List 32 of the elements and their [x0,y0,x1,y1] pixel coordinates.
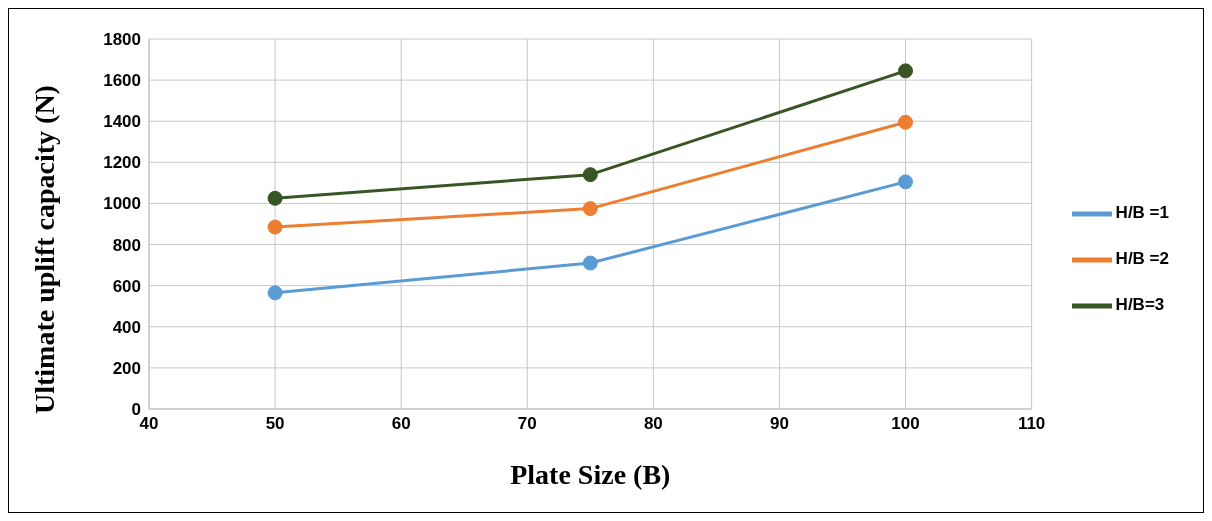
point [267,219,283,235]
point [267,285,283,301]
x-tick-label: 60 [391,414,411,434]
x-tick-label: 40 [139,414,159,434]
x-tick-label: 90 [769,414,789,434]
x-axis-title: Plate Size (B) [510,459,671,490]
point [898,114,914,130]
y-tick-label: 400 [112,317,141,337]
y-tick-label: 800 [112,235,141,255]
y-tick-label: 0 [131,400,141,420]
point [898,63,914,79]
y-tick-label: 1400 [103,112,141,132]
legend-label: H/B =2 [1115,249,1169,268]
legend-label: H/B=3 [1115,295,1165,314]
point [898,174,914,190]
point [582,201,598,217]
y-tick-label: 1000 [103,194,141,214]
x-tick-label: 80 [643,414,663,434]
point [582,255,598,271]
y-axis-title: Ultimate uplift capacity (N) [28,85,60,414]
x-tick-label: 70 [517,414,537,434]
y-tick-label: 600 [112,276,141,296]
point [582,167,598,183]
point [267,190,283,206]
y-tick-label: 1200 [103,153,141,173]
y-tick-label: 1600 [103,71,141,91]
x-tick-label: 110 [1017,414,1046,434]
x-tick-label: 100 [891,414,920,434]
y-tick-label: 1800 [103,30,141,50]
x-tick-label: 50 [265,414,285,434]
legend-label: H/B =1 [1115,203,1169,222]
y-tick-label: 200 [112,358,141,378]
